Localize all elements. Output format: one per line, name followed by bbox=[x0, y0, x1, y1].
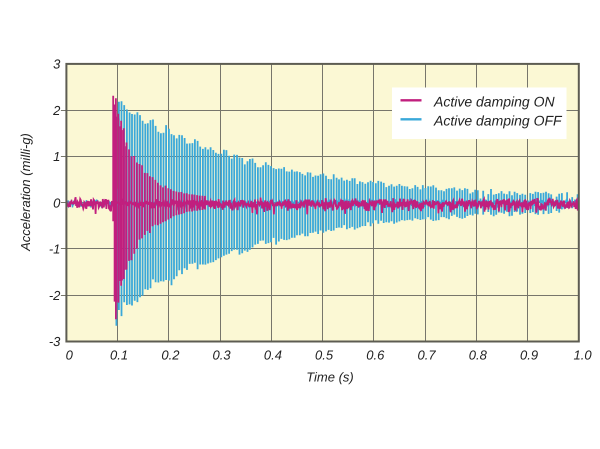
svg-text:1: 1 bbox=[53, 149, 60, 164]
svg-text:1.0: 1.0 bbox=[574, 348, 593, 363]
svg-text:0.4: 0.4 bbox=[264, 348, 282, 363]
svg-text:0.3: 0.3 bbox=[213, 348, 232, 363]
svg-text:Active damping ON: Active damping ON bbox=[433, 94, 555, 110]
svg-text:0.1: 0.1 bbox=[110, 348, 128, 363]
svg-text:0: 0 bbox=[53, 195, 61, 210]
svg-text:0.6: 0.6 bbox=[366, 348, 385, 363]
svg-text:0: 0 bbox=[66, 348, 74, 363]
svg-text:0.8: 0.8 bbox=[469, 348, 488, 363]
svg-text:Acceleration (milli-g): Acceleration (milli-g) bbox=[18, 133, 33, 252]
svg-text:Time (s): Time (s) bbox=[306, 370, 354, 385]
svg-text:-3: -3 bbox=[49, 334, 61, 349]
svg-text:-2: -2 bbox=[49, 288, 61, 303]
svg-text:0.5: 0.5 bbox=[315, 348, 334, 363]
svg-text:0.9: 0.9 bbox=[520, 348, 538, 363]
svg-text:0.7: 0.7 bbox=[418, 348, 437, 363]
svg-text:0.2: 0.2 bbox=[161, 348, 180, 363]
svg-text:Active damping OFF: Active damping OFF bbox=[433, 113, 563, 129]
svg-text:2: 2 bbox=[52, 103, 61, 118]
svg-text:3: 3 bbox=[53, 57, 61, 72]
svg-text:-1: -1 bbox=[49, 242, 61, 257]
